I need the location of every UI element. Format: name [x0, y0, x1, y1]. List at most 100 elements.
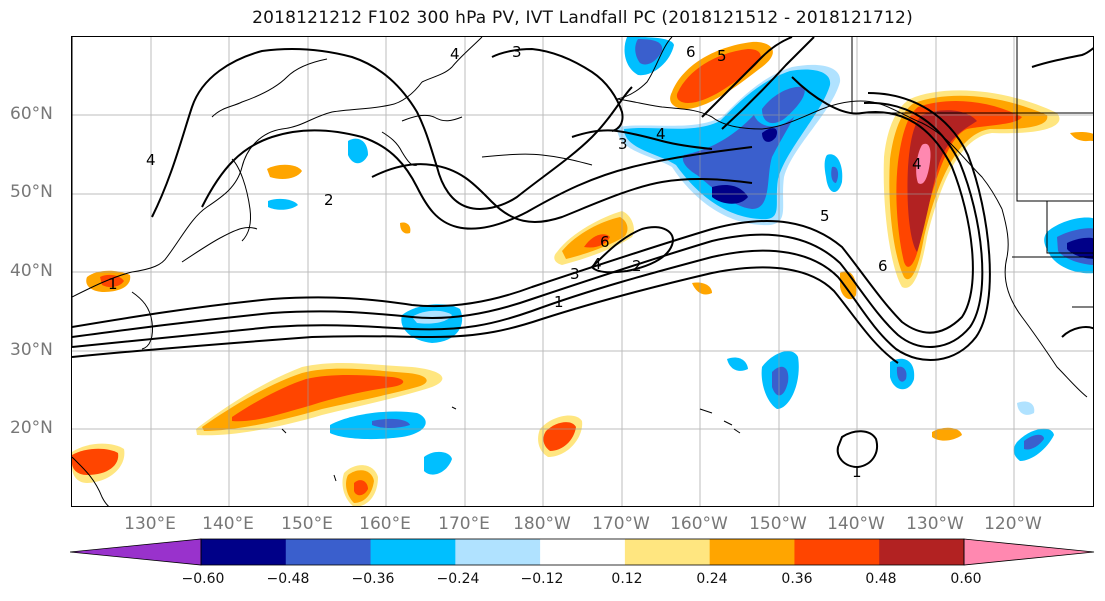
lon-label-130e: 130°E: [124, 514, 176, 534]
negative-anomaly-region: [635, 39, 663, 65]
lon-label-170w: 170°W: [592, 514, 650, 534]
colorbar-segments: [70, 539, 1094, 565]
contour-label: 4: [450, 45, 460, 63]
contour-label: 1: [554, 293, 564, 311]
lat-label-20n: 20°N: [10, 418, 53, 438]
positive-anomaly-region: [354, 480, 368, 496]
positive-anomaly-region: [1070, 131, 1093, 141]
graticule: [72, 37, 1093, 506]
contour-label: 3: [512, 43, 522, 61]
negative-anomaly-region: [1017, 401, 1035, 415]
positive-anomaly-region: [232, 375, 404, 422]
contour-label: 3: [570, 265, 580, 283]
positive-anomaly-region: [840, 271, 857, 300]
colorbar-tick: −0.48: [266, 571, 310, 587]
contour-label: 1: [852, 463, 862, 481]
pv-contour: [836, 430, 878, 469]
pv-contour: [72, 92, 991, 362]
colorbar-extend-high: [964, 539, 1094, 565]
contour-label: 6: [878, 257, 888, 275]
colorbar-segment: [709, 539, 795, 565]
lat-label-40n: 40°N: [10, 261, 53, 281]
contour-label: 6: [600, 233, 610, 251]
coastline: [1046, 201, 1093, 254]
lon-label-150e: 150°E: [281, 514, 333, 534]
positive-anomaly-region: [584, 234, 610, 248]
contour-label: 6: [686, 43, 696, 61]
negative-anomaly-region: [268, 198, 298, 210]
lon-label-150w: 150°W: [749, 514, 807, 534]
colorbar-segment: [285, 539, 372, 565]
negative-anomaly-region: [831, 166, 839, 183]
colorbar-segment: [794, 539, 880, 565]
pv-contour: [590, 226, 674, 274]
pv-contour: [151, 48, 633, 218]
coastline: [1001, 208, 1088, 398]
pv-contour: [491, 47, 624, 132]
pv-contours: [72, 37, 1093, 469]
colorbar-segment: [455, 539, 541, 565]
colorbar-segment: [879, 539, 965, 565]
colorbar-tick: 0.60: [950, 571, 982, 587]
colorbar-tick: −0.12: [520, 571, 564, 587]
negative-anomaly-region: [1024, 434, 1044, 450]
contour-label: 5: [717, 47, 727, 65]
colorbar-tick: −0.36: [351, 571, 395, 587]
colorbar-tick: 0.48: [865, 571, 897, 587]
coastline: [181, 226, 258, 263]
colorbar-outline-right: [963, 538, 1095, 566]
colorbar-segment: [540, 539, 626, 565]
contour-label: 2: [324, 191, 334, 209]
coastlines: [72, 37, 1093, 506]
negative-anomaly-region: [896, 366, 907, 382]
contour-label: 2: [632, 257, 642, 275]
positive-anomaly-region: [932, 427, 962, 441]
lon-label-160e: 160°E: [359, 514, 411, 534]
contour-label: 4: [592, 255, 602, 273]
positive-anomaly-region: [400, 222, 411, 234]
colorbar: [70, 538, 1095, 566]
lon-label-140e: 140°E: [202, 514, 254, 534]
pv-contour: [721, 37, 815, 130]
positive-anomaly-region: [692, 282, 712, 295]
colorbar-tick: 0.12: [611, 571, 643, 587]
negative-anomaly-region: [1067, 237, 1093, 259]
colorbar-segment: [624, 539, 711, 565]
negative-anomaly-region: [762, 86, 805, 124]
contour-label: 5: [820, 207, 830, 225]
lon-label-160w: 160°W: [670, 514, 728, 534]
positive-anomaly-region: [267, 164, 302, 179]
pv-contour: [1061, 326, 1093, 338]
negative-anomaly-region: [424, 451, 452, 475]
shaded-anomaly-layer: [72, 37, 1093, 506]
colorbar-segment: [370, 539, 456, 565]
coastline: [1016, 37, 1093, 202]
contour-label: 4: [656, 125, 666, 143]
colorbar-tick: 0.36: [781, 571, 813, 587]
colorbar-segment: [201, 539, 287, 565]
coastline: [211, 58, 328, 118]
coastline: [616, 37, 1003, 210]
coastline: [131, 291, 153, 350]
coastline: [401, 114, 463, 122]
pv-contour: [72, 76, 974, 334]
positive-anomaly-region: [100, 274, 124, 288]
pv-contour: [571, 129, 713, 150]
map-panel: 4 3 6 5 4 3 4 2 6 4 3 2 1 5 4 6 1 1: [71, 36, 1094, 507]
colorbar-tick: −0.60: [181, 571, 225, 587]
pv-contour: [701, 37, 793, 118]
pv-contour: [201, 129, 753, 230]
lon-label-120w: 120°W: [984, 514, 1042, 534]
lat-label-50n: 50°N: [10, 182, 53, 202]
pv-contour: [72, 101, 984, 348]
negative-anomaly-region: [762, 128, 778, 142]
coastline: [72, 37, 483, 347]
pv-contour: [72, 266, 899, 364]
contour-label: 1: [108, 275, 118, 293]
island: [281, 406, 457, 482]
negative-anomaly-region: [727, 357, 748, 371]
lat-label-60n: 60°N: [10, 104, 53, 124]
positive-anomaly-region: [676, 49, 761, 103]
lon-label-130w: 130°W: [906, 514, 964, 534]
contour-labels: 4 3 6 5 4 3 4 2 6 4 3 2 1 5 4 6 1 1: [108, 43, 922, 481]
